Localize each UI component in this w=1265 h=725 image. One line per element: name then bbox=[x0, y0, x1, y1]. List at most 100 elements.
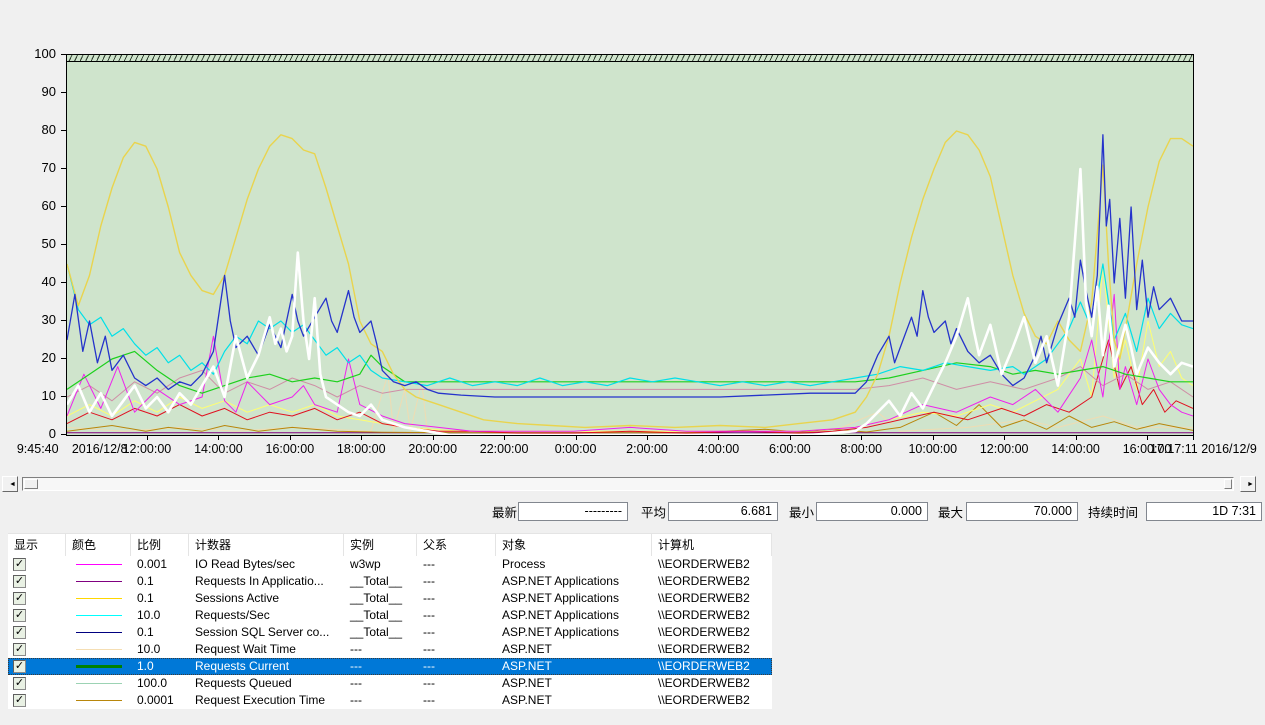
y-axis-label: 60 bbox=[41, 198, 56, 213]
counter-checkbox[interactable]: ✓ bbox=[13, 677, 26, 690]
time-scrollbar[interactable]: ◄ ► bbox=[0, 476, 1265, 494]
y-axis-label: 90 bbox=[41, 84, 56, 99]
y-axis-label: 100 bbox=[34, 46, 56, 61]
y-axis-tick bbox=[61, 282, 66, 283]
counter-scale: 10.0 bbox=[137, 608, 161, 622]
counter-row[interactable]: ✓ 0.001 IO Read Bytes/sec w3wp --- Process \\E… bbox=[8, 556, 772, 573]
col-header-computer[interactable]: 计算机 bbox=[652, 534, 772, 556]
counter-object: Process bbox=[502, 557, 546, 571]
counter-instance: --- bbox=[350, 693, 362, 707]
scroll-left-button[interactable]: ◄ bbox=[2, 476, 18, 492]
col-header-counter[interactable]: 计数器 bbox=[189, 534, 344, 556]
counter-checkbox[interactable]: ✓ bbox=[13, 609, 26, 622]
scroll-right-button[interactable]: ► bbox=[1240, 476, 1256, 492]
y-axis-tick bbox=[61, 320, 66, 321]
series-line-red-line bbox=[67, 339, 1193, 434]
counter-computer: \\EORDERWEB2 bbox=[658, 557, 750, 571]
color-cell bbox=[66, 607, 131, 624]
counter-parent: --- bbox=[423, 659, 435, 673]
counter-row[interactable]: ✓ 100.0 Requests Queued --- --- ASP.NET \\EORD… bbox=[8, 675, 772, 692]
counter-computer: \\EORDERWEB2 bbox=[658, 659, 750, 673]
counter-checkbox[interactable]: ✓ bbox=[13, 626, 26, 639]
counter-parent: --- bbox=[423, 608, 435, 622]
x-axis-label: 17:17:11 bbox=[1149, 442, 1198, 456]
x-axis-label: 2016/12/9 bbox=[1201, 442, 1257, 456]
show-cell: ✓ bbox=[8, 624, 66, 641]
col-header-color[interactable]: 颜色 bbox=[66, 534, 131, 556]
counter-instance: __Total__ bbox=[350, 608, 403, 622]
col-header-parent[interactable]: 父系 bbox=[417, 534, 496, 556]
counter-checkbox[interactable]: ✓ bbox=[13, 558, 26, 571]
x-axis-tick bbox=[861, 436, 863, 440]
counter-scale: 0.1 bbox=[137, 625, 154, 639]
time-scrollbar-left-thumb[interactable] bbox=[24, 479, 38, 489]
counter-instance: __Total__ bbox=[350, 591, 403, 605]
counter-row[interactable]: ✓ 1.0 Requests Current --- --- ASP.NET \\EORDE… bbox=[8, 658, 772, 675]
counter-computer: \\EORDERWEB2 bbox=[658, 676, 750, 690]
y-axis-tick bbox=[61, 434, 66, 435]
counter-row[interactable]: ✓ 0.1 Sessions Active __Total__ --- ASP.NET A… bbox=[8, 590, 772, 607]
counter-parent: --- bbox=[423, 625, 435, 639]
stat-latest-value: --------- bbox=[518, 502, 628, 521]
series-request-execution-time-line bbox=[67, 404, 1193, 434]
x-axis-tick bbox=[1004, 436, 1006, 440]
series-sessions-active-line bbox=[67, 130, 1193, 429]
x-axis-tick bbox=[146, 436, 148, 440]
color-cell bbox=[66, 675, 131, 692]
counter-scale: 0.1 bbox=[137, 574, 154, 588]
col-header-scale[interactable]: 比例 bbox=[131, 534, 189, 556]
x-axis-label: 20:00:00 bbox=[408, 442, 458, 456]
counter-name: Session SQL Server co... bbox=[195, 625, 330, 639]
col-header-instance[interactable]: 实例 bbox=[344, 534, 417, 556]
counter-instance: --- bbox=[350, 676, 362, 690]
counter-name: Requests/Sec bbox=[195, 608, 270, 622]
x-axis-tick bbox=[575, 436, 577, 440]
counter-row[interactable]: ✓ 10.0 Requests/Sec __Total__ --- ASP.NET App… bbox=[8, 607, 772, 624]
counter-checkbox[interactable]: ✓ bbox=[13, 643, 26, 656]
counter-color-swatch bbox=[76, 649, 122, 650]
show-cell: ✓ bbox=[8, 658, 66, 675]
counter-parent: --- bbox=[423, 642, 435, 656]
counter-name: Requests In Applicatio... bbox=[195, 574, 324, 588]
counter-object: ASP.NET bbox=[502, 659, 552, 673]
x-axis-label: 16:00:00 bbox=[265, 442, 315, 456]
stat-maximum-label: 最大 bbox=[938, 506, 964, 520]
counter-row[interactable]: ✓ 0.1 Requests In Applicatio... __Total__ --… bbox=[8, 573, 772, 590]
counter-color-swatch bbox=[76, 700, 122, 701]
y-axis-tick bbox=[61, 130, 66, 131]
series-io-read-bytes-line bbox=[67, 293, 1193, 432]
stat-duration-label: 持续时间 bbox=[1088, 506, 1139, 520]
x-axis-tick bbox=[789, 436, 791, 440]
x-axis-label: 2016/12/8 bbox=[71, 442, 128, 456]
stat-duration-value: 1D 7:31 bbox=[1146, 502, 1262, 521]
show-cell: ✓ bbox=[8, 556, 66, 573]
counter-color-swatch bbox=[76, 598, 122, 599]
x-axis-tick bbox=[1147, 436, 1149, 440]
counter-row[interactable]: ✓ 0.1 Session SQL Server co... __Total__ ---… bbox=[8, 624, 772, 641]
counter-row[interactable]: ✓ 10.0 Request Wait Time --- --- ASP.NET \\EOR… bbox=[8, 641, 772, 658]
counter-instance: --- bbox=[350, 659, 362, 673]
counter-checkbox[interactable]: ✓ bbox=[13, 660, 26, 673]
series-session-sql-server-connections-line bbox=[67, 134, 1193, 398]
color-cell bbox=[66, 692, 131, 709]
stat-average-value: 6.681 bbox=[668, 502, 778, 521]
y-axis-tick bbox=[61, 54, 66, 55]
show-cell: ✓ bbox=[8, 573, 66, 590]
time-scrollbar-track[interactable] bbox=[22, 477, 1234, 491]
counter-parent: --- bbox=[423, 574, 435, 588]
counter-color-swatch bbox=[76, 683, 122, 684]
chart-plot bbox=[66, 54, 1194, 436]
col-header-show[interactable]: 显示 bbox=[8, 534, 66, 556]
counter-object: ASP.NET Applications bbox=[502, 574, 619, 588]
col-header-object[interactable]: 对象 bbox=[496, 534, 652, 556]
counter-instance: w3wp bbox=[350, 557, 381, 571]
counter-checkbox[interactable]: ✓ bbox=[13, 592, 26, 605]
color-cell bbox=[66, 624, 131, 641]
y-axis-label: 30 bbox=[41, 312, 56, 327]
legend-header-row: 显示 颜色 比例 计数器 实例 父系 对象 计算机 bbox=[8, 533, 772, 556]
time-scrollbar-right-thumb[interactable] bbox=[1224, 479, 1232, 489]
y-axis-tick bbox=[61, 358, 66, 359]
counter-checkbox[interactable]: ✓ bbox=[13, 575, 26, 588]
counter-row[interactable]: ✓ 0.0001 Request Execution Time --- --- ASP.N… bbox=[8, 692, 772, 709]
counter-checkbox[interactable]: ✓ bbox=[13, 694, 26, 707]
